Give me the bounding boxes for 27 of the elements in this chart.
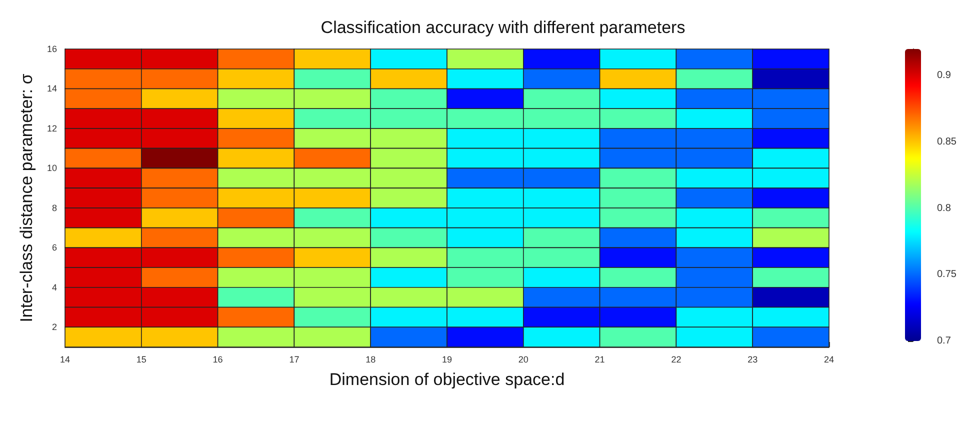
y-tick-label: 16: [46, 44, 57, 54]
color-bar-label: 0.85: [937, 136, 957, 148]
y-tick-label: 8: [52, 202, 57, 213]
x-tick-label: 20: [518, 354, 528, 364]
x-tick-label: 14: [60, 354, 70, 364]
color-bar-label: 0.75: [937, 269, 957, 280]
x-tick-label: 21: [594, 354, 605, 364]
x-tick-label: 22: [671, 354, 682, 364]
x-tick-label: 17: [289, 354, 300, 364]
y-tick-label: 6: [52, 242, 57, 253]
x-tick-label: 15: [136, 354, 146, 364]
y-tick-label: 12: [46, 123, 57, 134]
y-tick-label: 14: [46, 84, 57, 94]
chart-title: Classification accuracy with different parameters: [320, 18, 686, 37]
x-tick-label: 19: [442, 354, 452, 364]
x-tick-label: 23: [748, 354, 758, 364]
x-tick-label: 16: [212, 354, 223, 364]
x-tick-label: 18: [366, 354, 376, 364]
color-bar-label: 0.7: [937, 336, 952, 346]
color-bar-label: 0.9: [937, 70, 952, 82]
y-tick-label: 2: [52, 322, 57, 332]
y-tick-label: 4: [52, 282, 57, 292]
x-tick-label: 24: [824, 354, 834, 364]
y-axis-title: Inter-class distance parameter: σ: [17, 73, 36, 322]
color-bar-label: 0.8: [937, 202, 952, 214]
x-axis-title: Dimension of objective space:d: [329, 370, 565, 389]
y-tick-label: 10: [46, 163, 57, 174]
